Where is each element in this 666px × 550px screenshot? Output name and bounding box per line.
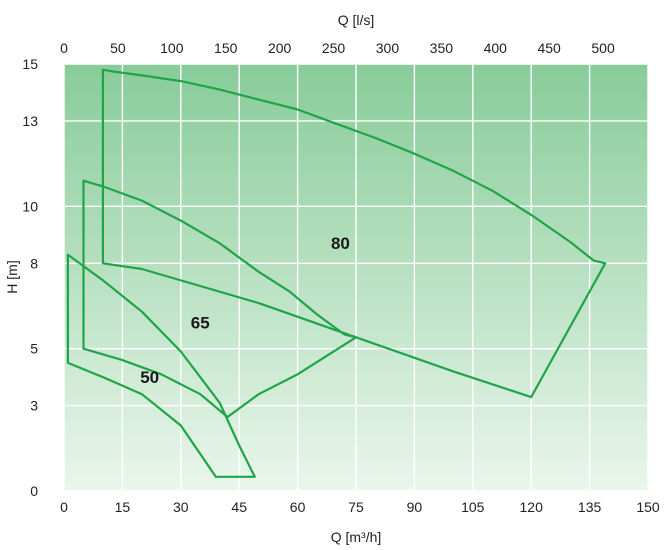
- x2-tick-label: 50: [110, 40, 126, 56]
- series-label-65: 65: [191, 314, 210, 333]
- x2-tick-label: 250: [322, 40, 346, 56]
- x2-tick-label: 0: [60, 40, 68, 56]
- x-tick-label: 150: [636, 499, 660, 515]
- x-tick-label: 0: [60, 499, 68, 515]
- y-tick-label: 3: [30, 398, 38, 414]
- y-tick-label: 15: [22, 56, 38, 72]
- x-axis-bottom-ticks: 0 15 30 45 60 75 90 105 120 135 150: [60, 499, 660, 515]
- x2-tick-label: 400: [484, 40, 508, 56]
- y-axis-ticks: 0 3 5 8 10 13 15: [22, 56, 38, 499]
- x-tick-label: 120: [520, 499, 544, 515]
- x-tick-label: 90: [407, 499, 423, 515]
- x2-tick-label: 300: [376, 40, 400, 56]
- x2-axis-title: Q [l/s]: [338, 12, 375, 28]
- x-tick-label: 15: [115, 499, 131, 515]
- x-axis-top-ticks: 0 50 100 150 200 250 300 350 400 450 500: [60, 40, 615, 56]
- x-tick-label: 75: [348, 499, 364, 515]
- x2-tick-label: 100: [160, 40, 184, 56]
- y-tick-label: 0: [30, 483, 38, 499]
- x-tick-label: 105: [461, 499, 485, 515]
- x-axis-title: Q [m³/h]: [331, 529, 382, 545]
- y-tick-label: 8: [30, 255, 38, 271]
- y-axis-title: H [m]: [4, 260, 20, 293]
- x2-tick-label: 500: [591, 40, 615, 56]
- y-tick-label: 13: [22, 113, 38, 129]
- x2-tick-label: 150: [214, 40, 238, 56]
- x-tick-label: 135: [578, 499, 602, 515]
- x-tick-label: 45: [231, 499, 247, 515]
- x2-tick-label: 450: [537, 40, 561, 56]
- x2-tick-label: 350: [430, 40, 454, 56]
- y-tick-label: 10: [22, 198, 38, 214]
- x-tick-label: 60: [290, 499, 306, 515]
- x-tick-label: 30: [173, 499, 189, 515]
- series-label-50: 50: [140, 368, 159, 387]
- series-label-80: 80: [331, 234, 350, 253]
- y-tick-label: 5: [30, 341, 38, 357]
- x2-tick-label: 200: [268, 40, 292, 56]
